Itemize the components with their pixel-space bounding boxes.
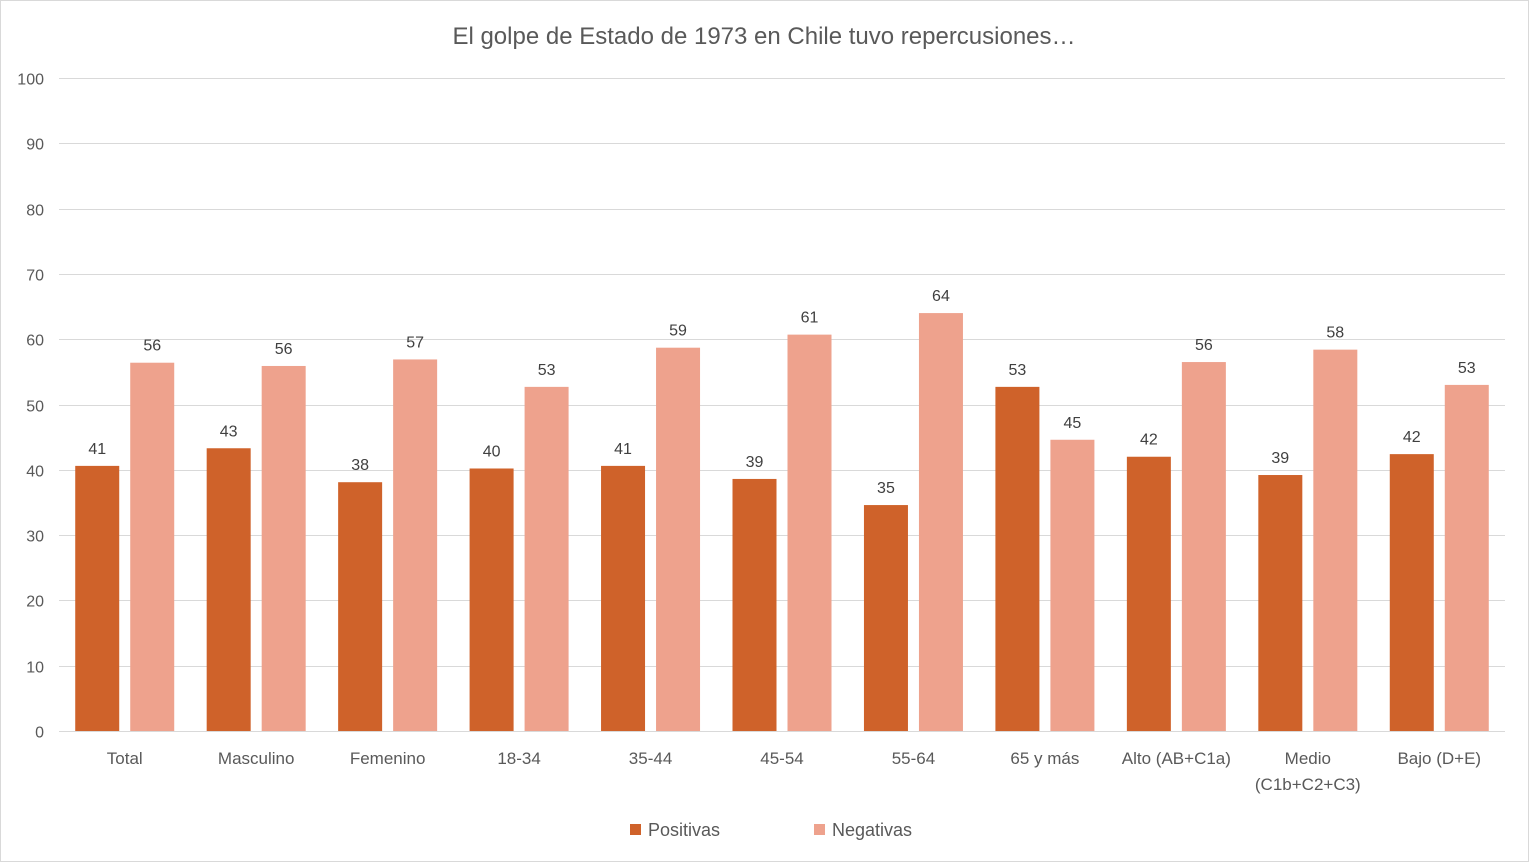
y-tick-label: 40 — [26, 464, 44, 481]
data-label: 58 — [1326, 325, 1344, 342]
bar-positivas — [206, 448, 251, 731]
x-tick-label-line: 55-64 — [892, 749, 935, 768]
bar-negativas — [1181, 362, 1226, 731]
x-tick-label-line: 45-54 — [760, 749, 803, 768]
data-label: 56 — [1195, 337, 1213, 354]
legend-swatch-positivas — [630, 824, 641, 835]
data-label: 42 — [1403, 429, 1421, 446]
bar-positivas — [1389, 454, 1434, 731]
bar-negativas — [918, 313, 963, 731]
data-label: 40 — [483, 443, 501, 460]
chart-title: El golpe de Estado de 1973 en Chile tuvo… — [452, 23, 1075, 50]
x-tick-label-line: Total — [107, 749, 143, 768]
bar-positivas — [1126, 456, 1171, 731]
data-label: 57 — [406, 334, 424, 351]
x-tick-label: 18-34 — [497, 749, 540, 768]
data-label: 59 — [669, 323, 687, 340]
legend: Positivas Negativas — [630, 820, 912, 840]
x-tick-label-line: Masculino — [218, 749, 295, 768]
x-axis-ticks: Total Masculino Femenino 18-34 35-44 45-54 55-… — [107, 749, 1481, 794]
y-tick-label: 100 — [17, 72, 44, 89]
bar-positivas — [732, 478, 777, 731]
x-tick-label: Alto (AB+C1a) — [1122, 749, 1231, 768]
x-tick-label-line: 65 y más — [1010, 749, 1079, 768]
data-label: 41 — [88, 441, 106, 458]
y-axis-ticks: 0 10 20 30 40 50 60 70 80 90 100 — [17, 72, 44, 742]
bar-negativas — [261, 365, 306, 731]
bars — [75, 313, 1489, 731]
data-label: 45 — [1064, 415, 1082, 432]
x-tick-label: Femenino — [350, 749, 426, 768]
data-label: 38 — [351, 457, 369, 474]
bar-negativas — [1313, 349, 1358, 731]
data-label: 53 — [538, 362, 556, 379]
bar-positivas — [863, 505, 908, 731]
data-label: 43 — [220, 423, 238, 440]
legend-label-positivas: Positivas — [648, 820, 720, 840]
x-tick-label-line: 35-44 — [629, 749, 672, 768]
y-tick-label: 30 — [26, 529, 44, 546]
bar-negativas — [130, 362, 175, 731]
data-label: 56 — [275, 341, 293, 358]
bar-negativas — [1050, 439, 1095, 731]
x-tick-label-line: Alto (AB+C1a) — [1122, 749, 1231, 768]
legend-swatch-negativas — [814, 824, 825, 835]
y-tick-label: 70 — [26, 268, 44, 285]
data-label: 61 — [801, 310, 819, 327]
y-tick-label: 10 — [26, 660, 44, 677]
bar-positivas — [338, 482, 383, 731]
x-tick-label-line: Femenino — [350, 749, 426, 768]
bar-positivas — [469, 468, 514, 731]
y-tick-label: 60 — [26, 333, 44, 350]
bar-positivas — [75, 465, 120, 731]
x-tick-label-line: (C1b+C2+C3) — [1255, 775, 1361, 794]
data-labels: 41 56 43 56 38 57 40 53 41 59 39 61 35 64 53 45 42 56 39 58… — [88, 288, 1475, 497]
x-tick-label: 55-64 — [892, 749, 935, 768]
x-tick-label: Bajo (D+E) — [1397, 749, 1481, 768]
x-tick-label: 65 y más — [1010, 749, 1079, 768]
data-label: 39 — [746, 454, 764, 471]
y-tick-label: 50 — [26, 399, 44, 416]
x-tick-label: Medio (C1b+C2+C3) — [1255, 749, 1361, 794]
x-tick-label: Total — [107, 749, 143, 768]
y-tick-label: 90 — [26, 137, 44, 154]
data-label: 64 — [932, 288, 950, 305]
legend-label-negativas: Negativas — [832, 820, 912, 840]
x-tick-label-line: Medio — [1285, 749, 1331, 768]
bar-negativas — [656, 347, 701, 731]
y-tick-label: 0 — [35, 725, 44, 742]
data-label: 53 — [1009, 362, 1027, 379]
x-tick-label: Masculino — [218, 749, 295, 768]
data-label: 39 — [1271, 450, 1289, 467]
bar-positivas — [995, 386, 1040, 731]
data-label: 35 — [877, 480, 895, 497]
bar-negativas — [1444, 384, 1489, 731]
x-tick-label-line: 18-34 — [497, 749, 540, 768]
x-tick-label: 35-44 — [629, 749, 672, 768]
x-tick-label: 45-54 — [760, 749, 803, 768]
x-tick-label-line: Bajo (D+E) — [1397, 749, 1481, 768]
bar-negativas — [524, 386, 569, 731]
bar-negativas — [787, 334, 832, 731]
bar-negativas — [393, 359, 438, 731]
data-label: 41 — [614, 441, 632, 458]
data-label: 42 — [1140, 432, 1158, 449]
y-tick-label: 20 — [26, 594, 44, 611]
y-tick-label: 80 — [26, 203, 44, 220]
bar-positivas — [601, 465, 646, 731]
data-label: 53 — [1458, 360, 1476, 377]
data-label: 56 — [143, 338, 161, 355]
bar-positivas — [1258, 475, 1303, 731]
